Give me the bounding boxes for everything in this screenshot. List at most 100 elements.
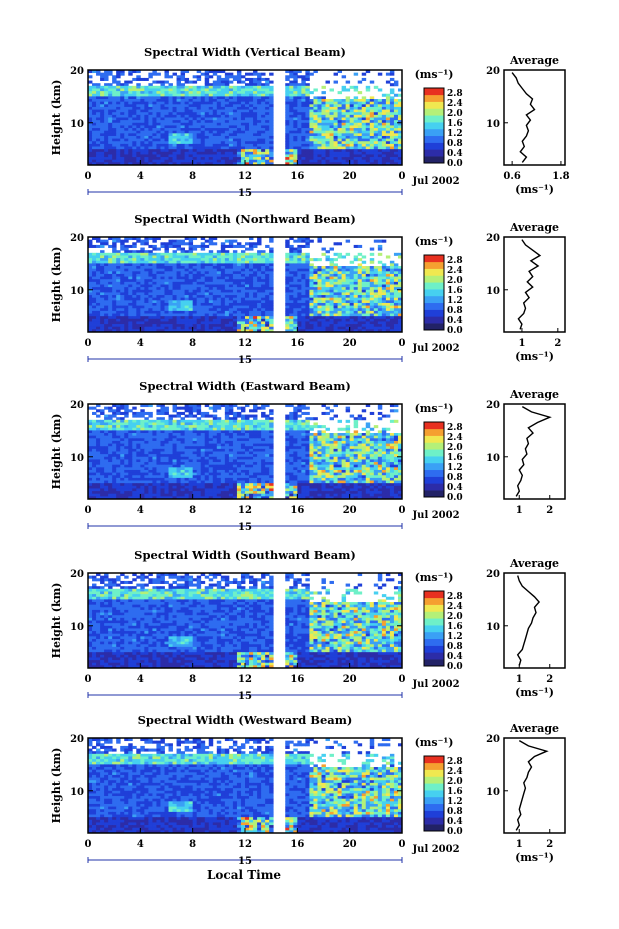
heatmap-cell <box>92 411 97 415</box>
heatmap-cell <box>100 273 105 277</box>
heatmap-cell <box>104 300 109 304</box>
heatmap-cell <box>152 239 157 243</box>
heatmap-cell <box>333 114 338 118</box>
heatmap-cell <box>156 258 161 262</box>
heatmap-cell <box>245 96 250 100</box>
heatmap-cell <box>289 252 294 256</box>
heatmap-cell <box>357 133 363 137</box>
heatmap-cell <box>289 101 294 105</box>
heatmap-cell <box>389 279 395 283</box>
heatmap-cell <box>240 96 246 100</box>
heatmap-cell <box>92 149 97 153</box>
heatmap-cell <box>124 122 129 126</box>
heatmap-cell <box>128 271 133 275</box>
heatmap-cell <box>261 99 266 103</box>
heatmap-cell <box>196 260 202 264</box>
heatmap-cell <box>212 125 218 129</box>
heatmap-cell <box>353 125 359 129</box>
heatmap-cell <box>341 329 347 333</box>
heatmap-cell <box>305 302 310 307</box>
heatmap-cell <box>297 292 302 296</box>
heatmap-cell <box>116 72 121 76</box>
heatmap-cell <box>381 284 387 288</box>
heatmap-cell <box>377 125 383 129</box>
heatmap-cell <box>208 120 214 124</box>
heatmap-cell <box>180 70 186 74</box>
heatmap-cell <box>120 135 125 140</box>
heatmap-cell <box>285 316 290 320</box>
heatmap-cell <box>104 287 109 291</box>
heatmap-cell <box>389 321 395 325</box>
heatmap-cell <box>100 297 105 301</box>
heatmap-cell <box>212 138 218 142</box>
heatmap-cell <box>116 287 121 291</box>
heatmap-cell <box>224 276 230 280</box>
heatmap-cell <box>249 96 254 100</box>
x-tick-label: 0 <box>399 338 406 349</box>
heatmap-cell <box>124 128 129 132</box>
heatmap-cell <box>385 106 391 110</box>
heatmap-cell <box>365 273 371 277</box>
heatmap-cell <box>108 295 113 299</box>
colorbar-frame <box>423 87 445 164</box>
heatmap-cell <box>192 101 198 105</box>
heatmap-cell <box>188 271 194 275</box>
heatmap-cell <box>144 242 149 246</box>
heatmap-cell <box>329 318 334 322</box>
heatmap-cell <box>204 109 210 113</box>
heatmap-cell <box>204 276 210 280</box>
heatmap-cell <box>249 255 254 259</box>
heatmap-cell <box>116 284 121 288</box>
heatmap-cell <box>240 287 246 291</box>
heatmap-cell <box>240 159 246 163</box>
heatmap-cell <box>128 244 133 248</box>
heatmap-cell <box>393 308 399 312</box>
heatmap-cell <box>325 143 330 147</box>
heatmap-cell <box>245 287 250 291</box>
heatmap-cell <box>192 125 198 129</box>
heatmap-cell <box>349 133 355 137</box>
heatmap-cell <box>200 305 206 309</box>
heatmap-cell <box>337 159 343 163</box>
heatmap-cell <box>345 157 351 161</box>
heatmap-cell <box>353 117 359 121</box>
heatmap-cell <box>357 258 363 262</box>
heatmap-cell <box>216 143 222 147</box>
x-tick-label: 4 <box>137 171 144 182</box>
heatmap-cell <box>220 114 226 118</box>
heatmap-cell <box>216 146 222 150</box>
heatmap-cell <box>393 273 399 277</box>
heatmap-cell <box>156 157 161 161</box>
heatmap-cell <box>293 114 298 118</box>
heatmap-cell <box>337 273 343 277</box>
heatmap-cell <box>148 284 153 288</box>
heatmap-cell <box>297 329 302 333</box>
heatmap-cell <box>393 109 399 113</box>
heatmap-cell <box>168 114 173 118</box>
heatmap-cell <box>200 242 206 246</box>
heatmap-cell <box>289 141 294 145</box>
heatmap-cell <box>176 242 181 246</box>
heatmap-cell <box>269 109 274 113</box>
heatmap-cell <box>285 149 290 153</box>
heatmap-cell <box>148 263 153 267</box>
heatmap-cell <box>180 112 186 116</box>
heatmap-cell <box>168 157 173 161</box>
heatmap-cell <box>325 279 330 283</box>
heatmap-cell <box>128 96 133 100</box>
heatmap-cell <box>385 128 391 132</box>
heatmap-cell <box>385 318 391 322</box>
heatmap-cell <box>192 88 198 92</box>
heatmap-cell <box>257 141 262 145</box>
heatmap-cell <box>108 266 113 270</box>
heatmap-cell <box>92 310 97 314</box>
heatmap-cell <box>236 271 242 275</box>
heatmap-cell <box>397 279 403 283</box>
heatmap-cell <box>249 72 254 76</box>
heatmap-cell <box>212 255 218 259</box>
heatmap-cell <box>245 106 250 110</box>
heatmap-cell <box>385 316 391 320</box>
heatmap-cell <box>357 326 363 330</box>
heatmap-cell <box>216 80 222 84</box>
heatmap-cell <box>232 135 238 140</box>
